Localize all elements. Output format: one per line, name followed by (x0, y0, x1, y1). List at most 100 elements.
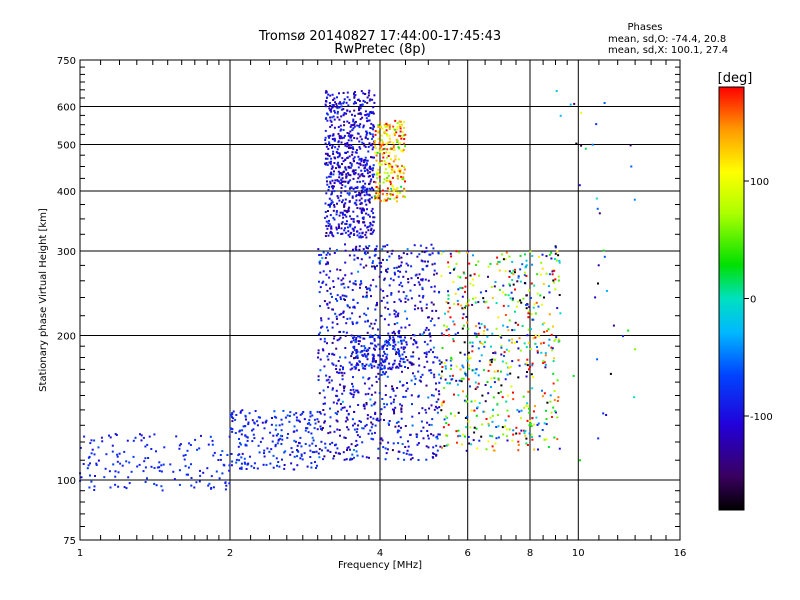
scatter-point (395, 138, 398, 141)
scatter-point (359, 336, 362, 339)
scatter-point (364, 182, 367, 185)
scatter-point (430, 433, 433, 436)
scatter-point (377, 188, 380, 191)
scatter-point (335, 298, 337, 300)
scatter-point (452, 320, 455, 323)
scatter-point (427, 446, 430, 449)
scatter-point (123, 486, 126, 489)
scatter-point (360, 258, 363, 261)
scatter-point (365, 189, 368, 192)
scatter-point (273, 410, 276, 413)
scatter-point (529, 422, 532, 425)
scatter-point (447, 423, 450, 426)
scatter-point (251, 419, 254, 422)
scatter-point (343, 389, 346, 392)
scatter-point (348, 121, 351, 124)
scatter-point (490, 286, 493, 288)
scatter-point (367, 213, 370, 216)
scatter-point (517, 323, 520, 326)
scatter-point (331, 441, 334, 444)
scatter-point (382, 290, 385, 292)
scatter-point (339, 269, 342, 272)
scatter-point (339, 330, 341, 333)
scatter-point (335, 364, 338, 367)
scatter-point (326, 227, 329, 230)
scatter-point (348, 155, 351, 158)
scatter-point (512, 269, 515, 272)
scatter-point (376, 264, 378, 267)
scatter-point (372, 417, 375, 420)
scatter-point (545, 423, 548, 426)
scatter-point (288, 415, 291, 417)
scatter-point (351, 151, 354, 154)
scatter-point (391, 331, 394, 334)
scatter-point (423, 352, 426, 355)
scatter-point (339, 434, 341, 437)
scatter-point (402, 178, 405, 181)
scatter-point (330, 173, 333, 176)
scatter-point (427, 437, 430, 440)
scatter-point (410, 337, 413, 340)
scatter-point (370, 404, 373, 407)
scatter-point (445, 301, 448, 304)
scatter-point (325, 105, 328, 108)
scatter-point (327, 358, 330, 361)
scatter-point (341, 163, 343, 165)
scatter-point (332, 104, 335, 107)
scatter-point (283, 451, 286, 454)
scatter-point (348, 254, 351, 257)
scatter-point (349, 448, 351, 451)
scatter-point (336, 116, 339, 119)
scatter-point (346, 156, 349, 159)
scatter-point (530, 373, 533, 376)
scatter-point (407, 298, 410, 301)
scatter-point (345, 112, 348, 115)
scatter-point (549, 400, 552, 403)
scatter-point (407, 440, 409, 443)
scatter-point (242, 425, 245, 428)
scatter-point (362, 124, 365, 127)
scatter-point (441, 366, 444, 368)
scatter-point (449, 412, 452, 415)
x-tick-label: 6 (465, 548, 471, 559)
scatter-point (358, 245, 361, 248)
scatter-point (410, 252, 413, 255)
scatter-point (353, 411, 356, 413)
scatter-point (401, 384, 404, 387)
scatter-point (365, 403, 368, 406)
scatter-point (310, 432, 313, 435)
scatter-point (446, 434, 449, 437)
scatter-point (393, 134, 396, 137)
scatter-point (477, 332, 480, 335)
scatter-point (339, 403, 342, 405)
scatter-point (360, 345, 363, 348)
scatter-point (387, 155, 390, 157)
scatter-point (329, 230, 332, 233)
scatter-point (82, 463, 85, 465)
scatter-point (372, 260, 374, 263)
scatter-point (326, 326, 328, 329)
scatter-point (329, 270, 332, 273)
scatter-point (387, 367, 390, 370)
scatter-point (371, 384, 374, 387)
scatter-point (89, 474, 91, 477)
scatter-point (290, 447, 293, 450)
scatter-point (412, 343, 415, 346)
scatter-point (358, 248, 361, 251)
scatter-point (368, 456, 370, 459)
scatter-point (94, 475, 96, 477)
scatter-point (371, 423, 374, 426)
scatter-point (256, 420, 259, 423)
scatter-point (374, 253, 377, 256)
scatter-point (449, 382, 451, 385)
scatter-point (404, 145, 407, 148)
scatter-point (283, 467, 286, 470)
scatter-point (239, 410, 242, 413)
scatter-point (358, 112, 361, 115)
scatter-point (138, 463, 141, 466)
scatter-point (310, 462, 313, 465)
scatter-point (381, 248, 384, 251)
scatter-point (361, 174, 364, 177)
scatter-point (397, 425, 400, 428)
scatter-point (464, 305, 467, 307)
